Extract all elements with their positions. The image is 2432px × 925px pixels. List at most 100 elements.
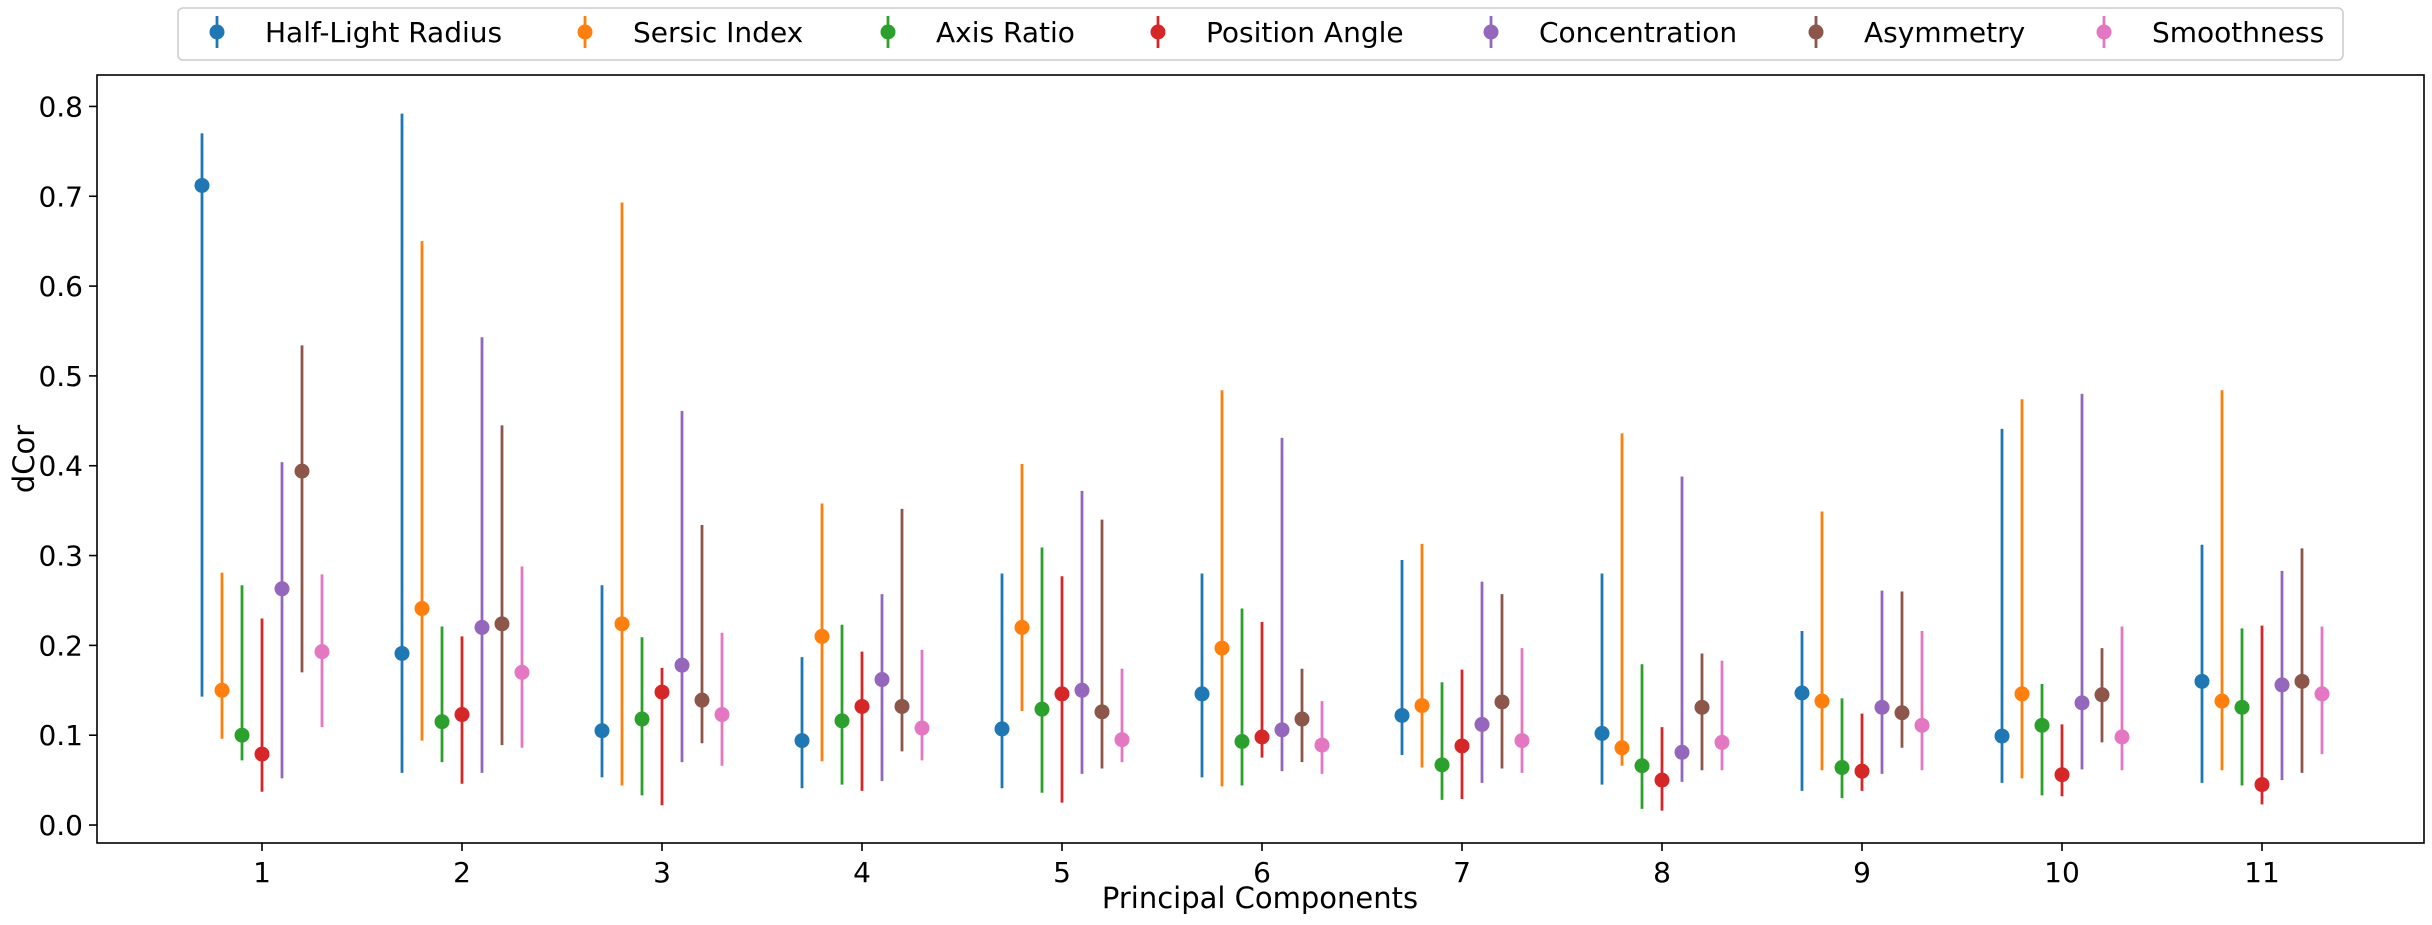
data-point bbox=[1794, 685, 1810, 701]
data-point bbox=[434, 714, 450, 730]
legend-marker bbox=[1808, 24, 1824, 40]
y-tick-label: 0.2 bbox=[38, 629, 83, 662]
x-axis-label: Principal Components bbox=[1102, 881, 1418, 915]
y-tick-label: 0.0 bbox=[38, 809, 83, 842]
data-point bbox=[1234, 733, 1250, 749]
data-point bbox=[2094, 687, 2110, 703]
data-point bbox=[2054, 767, 2070, 783]
data-point bbox=[1694, 699, 1710, 715]
legend-marker bbox=[1483, 24, 1499, 40]
data-point bbox=[474, 619, 490, 635]
legend-item: Asymmetry bbox=[1808, 16, 2025, 49]
legend-label: Concentration bbox=[1539, 16, 1737, 49]
data-point bbox=[794, 733, 810, 749]
data-point bbox=[2294, 673, 2310, 689]
data-point bbox=[594, 723, 610, 739]
legend-marker bbox=[577, 24, 593, 40]
series-4 bbox=[254, 576, 2270, 811]
data-point bbox=[2034, 717, 2050, 733]
legend-item: Smoothness bbox=[2096, 16, 2324, 49]
plot-marks bbox=[194, 113, 2330, 811]
data-point bbox=[1494, 694, 1510, 710]
series-2 bbox=[214, 202, 2230, 787]
data-point bbox=[2074, 695, 2090, 711]
data-point bbox=[994, 721, 1010, 737]
y-tick-label: 0.4 bbox=[38, 450, 83, 483]
legend-marker bbox=[209, 24, 225, 40]
data-point bbox=[1454, 738, 1470, 754]
legend-label: Asymmetry bbox=[1864, 16, 2025, 49]
data-point bbox=[714, 707, 730, 723]
data-point bbox=[1814, 693, 1830, 709]
legend-item: Sersic Index bbox=[577, 16, 803, 49]
data-point bbox=[2234, 699, 2250, 715]
data-point bbox=[1214, 640, 1230, 656]
data-point bbox=[654, 684, 670, 700]
x-tick-label: 4 bbox=[853, 856, 871, 889]
data-point bbox=[1474, 716, 1490, 732]
y-axis-label: dCor bbox=[7, 425, 41, 493]
data-point bbox=[834, 713, 850, 729]
x-tick-label: 6 bbox=[1253, 856, 1271, 889]
series-7 bbox=[314, 566, 2330, 774]
legend-item: Concentration bbox=[1483, 16, 1737, 49]
legend: Half-Light Radius Sersic Index Axis Ratio P… bbox=[177, 7, 2344, 61]
data-point bbox=[1834, 760, 1850, 776]
data-point bbox=[1074, 682, 1090, 698]
data-point bbox=[1994, 728, 2010, 744]
data-point bbox=[514, 664, 530, 680]
data-point bbox=[1674, 744, 1690, 760]
data-point bbox=[1294, 711, 1310, 727]
legend-marker bbox=[2096, 24, 2112, 40]
series-5 bbox=[274, 337, 2290, 783]
data-point bbox=[1254, 729, 1270, 745]
data-point bbox=[2014, 686, 2030, 702]
data-point bbox=[1414, 698, 1430, 714]
series-6 bbox=[294, 345, 2310, 773]
data-point bbox=[2314, 686, 2330, 702]
data-point bbox=[1514, 733, 1530, 749]
data-point bbox=[274, 581, 290, 597]
series-1 bbox=[194, 113, 2210, 791]
x-tick-label: 5 bbox=[1053, 856, 1071, 889]
x-tick-label: 2 bbox=[453, 856, 471, 889]
data-point bbox=[2254, 777, 2270, 793]
x-tick-label: 10 bbox=[2044, 856, 2080, 889]
data-point bbox=[1654, 772, 1670, 788]
data-point bbox=[454, 707, 470, 723]
data-point bbox=[254, 746, 270, 762]
data-point bbox=[494, 616, 510, 632]
legend-item: Half-Light Radius bbox=[209, 16, 502, 49]
data-point bbox=[414, 601, 430, 617]
data-point bbox=[2194, 673, 2210, 689]
legend-label: Smoothness bbox=[2152, 16, 2324, 49]
data-point bbox=[674, 657, 690, 673]
data-point bbox=[914, 720, 930, 736]
legend-label: Sersic Index bbox=[633, 16, 803, 49]
data-point bbox=[1894, 705, 1910, 721]
legend-marker bbox=[1150, 24, 1166, 40]
series-3 bbox=[234, 547, 2250, 809]
data-point bbox=[814, 628, 830, 644]
data-point bbox=[294, 463, 310, 479]
x-axis: 1 2 3 4 5 6 7 8 9 10 11 bbox=[253, 843, 2280, 889]
data-point bbox=[874, 672, 890, 688]
legend-label: Position Angle bbox=[1206, 16, 1404, 49]
data-point bbox=[314, 644, 330, 660]
legend-item: Position Angle bbox=[1150, 16, 1404, 49]
x-tick-label: 3 bbox=[653, 856, 671, 889]
x-tick-label: 9 bbox=[1853, 856, 1871, 889]
x-tick-label: 1 bbox=[253, 856, 271, 889]
y-tick-label: 0.5 bbox=[38, 360, 83, 393]
data-point bbox=[1854, 763, 1870, 779]
data-point bbox=[1394, 707, 1410, 723]
y-tick-label: 0.8 bbox=[38, 90, 83, 123]
legend-frame bbox=[177, 7, 2344, 61]
data-point bbox=[634, 711, 650, 727]
data-point bbox=[1434, 757, 1450, 773]
data-point bbox=[394, 645, 410, 661]
y-axis: 0.0 0.1 0.2 0.3 0.4 0.5 0.6 0.7 0.8 bbox=[38, 90, 97, 842]
legend-item: Axis Ratio bbox=[880, 16, 1075, 49]
